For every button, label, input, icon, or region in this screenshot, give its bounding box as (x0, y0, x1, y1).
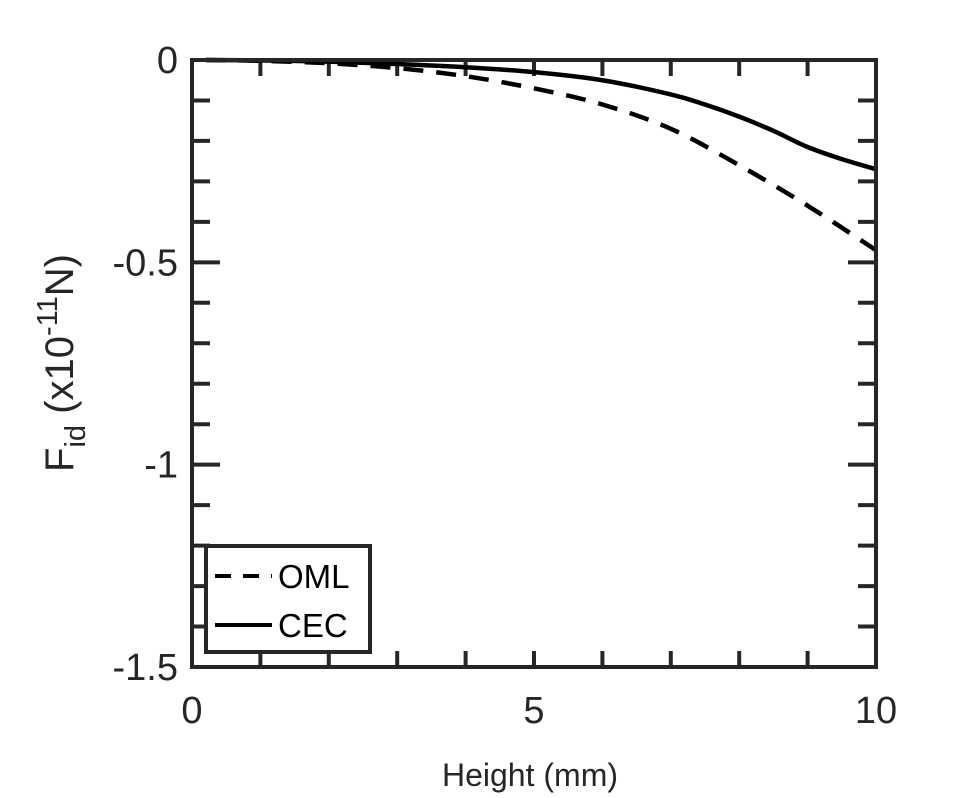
y-tick-label: -1 (144, 445, 178, 487)
y-tick-label: 0 (157, 40, 178, 82)
x-tick-label: 10 (855, 690, 897, 732)
y-axis-title-subscript: id (60, 425, 92, 448)
y-tick-label: -0.5 (113, 242, 178, 284)
x-tick-label: 5 (523, 690, 544, 732)
x-axis-title: Height (mm) (442, 757, 618, 793)
y-axis-title-prefix: (x10 (38, 336, 82, 425)
y-axis-title-base: F (38, 448, 82, 472)
y-axis-title-suffix: N) (38, 254, 82, 296)
legend-label-oml: OML (278, 558, 350, 595)
legend-box (204, 544, 372, 654)
tick-labels-layer: 0 5 10 0 -0.5 -1 -1.5 (113, 40, 898, 732)
y-axis-title: Fid (x10-11N) (32, 254, 92, 472)
y-tick-label: -1.5 (113, 647, 178, 689)
legend: OML CEC (204, 544, 372, 654)
y-axis-title-exponent: -11 (32, 296, 64, 336)
legend-label-cec: CEC (278, 607, 348, 644)
plot-area-border (190, 58, 878, 669)
x-tick-label: 0 (181, 690, 202, 732)
